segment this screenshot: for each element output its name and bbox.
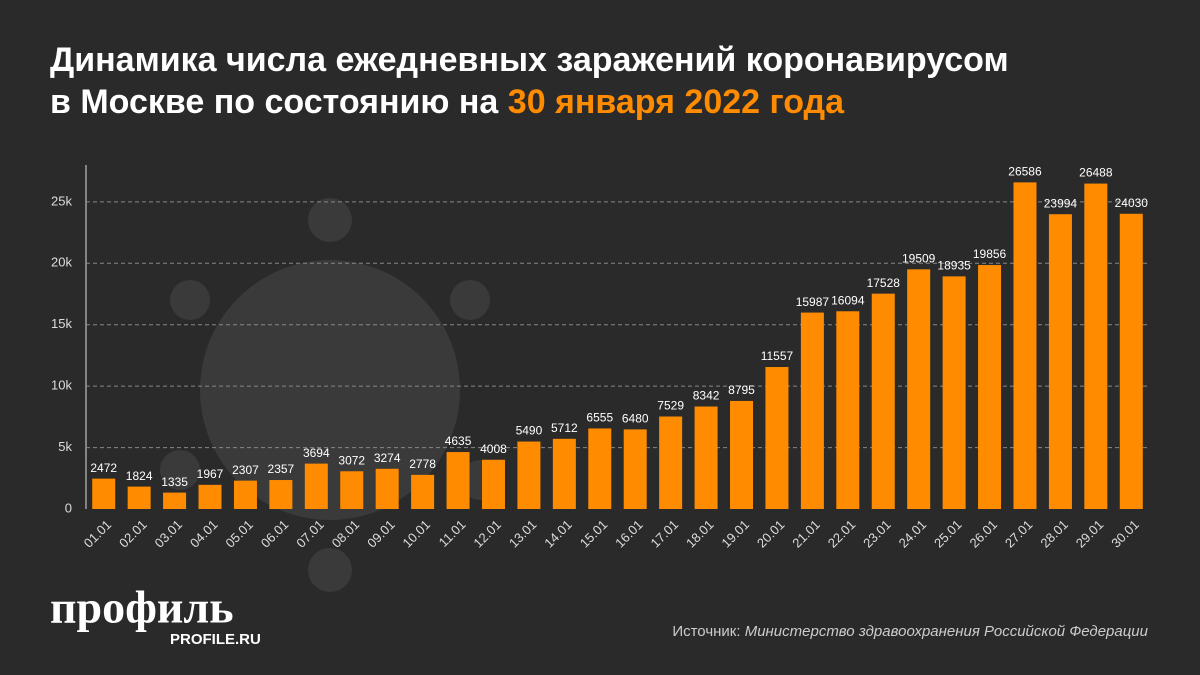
value-label: 5712 (551, 421, 578, 435)
bar (659, 416, 683, 509)
title-line: в Москве по состоянию на (50, 83, 499, 121)
y-tick-label: 5k (58, 439, 72, 454)
y-tick-label: 25k (51, 193, 72, 208)
bar (446, 452, 470, 509)
value-label: 6480 (622, 412, 649, 426)
title-line: в Москве по состоянию на 30 января 2022 … (50, 83, 845, 121)
bar (127, 486, 151, 509)
value-label: 2357 (268, 462, 295, 476)
bar (623, 429, 647, 509)
value-label: 17528 (867, 276, 901, 290)
bar (411, 474, 435, 509)
bar (978, 265, 1002, 509)
bar (836, 311, 860, 509)
bar (163, 492, 187, 509)
bar (92, 478, 116, 509)
bar (765, 367, 789, 509)
value-label: 15987 (796, 295, 830, 309)
bar (198, 484, 222, 509)
value-label: 16094 (831, 293, 865, 307)
bar (942, 276, 966, 509)
logo: профиль (50, 582, 234, 633)
bar (730, 400, 754, 509)
y-tick-label: 10k (51, 378, 72, 393)
value-label: 11557 (761, 349, 794, 363)
value-label: 8795 (728, 383, 755, 397)
bar (907, 269, 931, 509)
value-label: 2778 (409, 457, 436, 471)
title-highlight: 30 января 2022 года (508, 83, 845, 121)
bar (588, 428, 612, 509)
bar (694, 406, 718, 509)
value-label: 8342 (693, 389, 720, 403)
value-label: 1824 (126, 469, 153, 483)
bar (304, 463, 328, 509)
source: Источник: Министерство здравоохранения Р… (672, 623, 1148, 640)
bar (375, 468, 399, 509)
value-label: 19856 (973, 247, 1007, 261)
bar (481, 459, 505, 509)
bar (340, 471, 364, 509)
bar (1119, 213, 1143, 509)
y-tick-label: 0 (65, 500, 72, 515)
logo-url: PROFILE.RU (170, 631, 261, 648)
value-label: 3072 (338, 453, 365, 467)
y-tick-label: 15k (51, 316, 72, 331)
bar (233, 480, 257, 509)
bar (1084, 183, 1108, 510)
value-label: 3694 (303, 446, 330, 460)
source-text: Министерство здравоохранения Российской … (745, 623, 1149, 640)
value-label: 1335 (161, 475, 188, 489)
bar (800, 312, 824, 509)
bar (517, 441, 541, 509)
bar (1013, 182, 1037, 509)
value-label: 1967 (197, 467, 224, 481)
bar (269, 480, 293, 509)
value-label: 5490 (516, 424, 543, 438)
value-label: 18935 (937, 259, 971, 273)
value-label: 26488 (1079, 166, 1113, 180)
bar (1048, 214, 1072, 510)
value-label: 2472 (90, 461, 117, 475)
value-label: 6555 (586, 411, 613, 425)
value-label: 24030 (1115, 196, 1149, 210)
value-label: 4008 (480, 442, 507, 456)
value-label: 3274 (374, 451, 401, 465)
bar (871, 293, 895, 509)
value-label: 19509 (902, 251, 936, 265)
value-label: 2307 (232, 463, 259, 477)
value-label: 7529 (657, 399, 684, 413)
title-line: Динамика числа ежедневных заражений коро… (50, 41, 1009, 79)
y-tick-label: 20k (51, 255, 72, 270)
value-label: 26586 (1008, 165, 1042, 179)
source-label: Источник: (672, 623, 740, 640)
value-label: 23994 (1044, 196, 1078, 210)
bar (552, 438, 576, 509)
value-label: 4635 (445, 434, 472, 448)
